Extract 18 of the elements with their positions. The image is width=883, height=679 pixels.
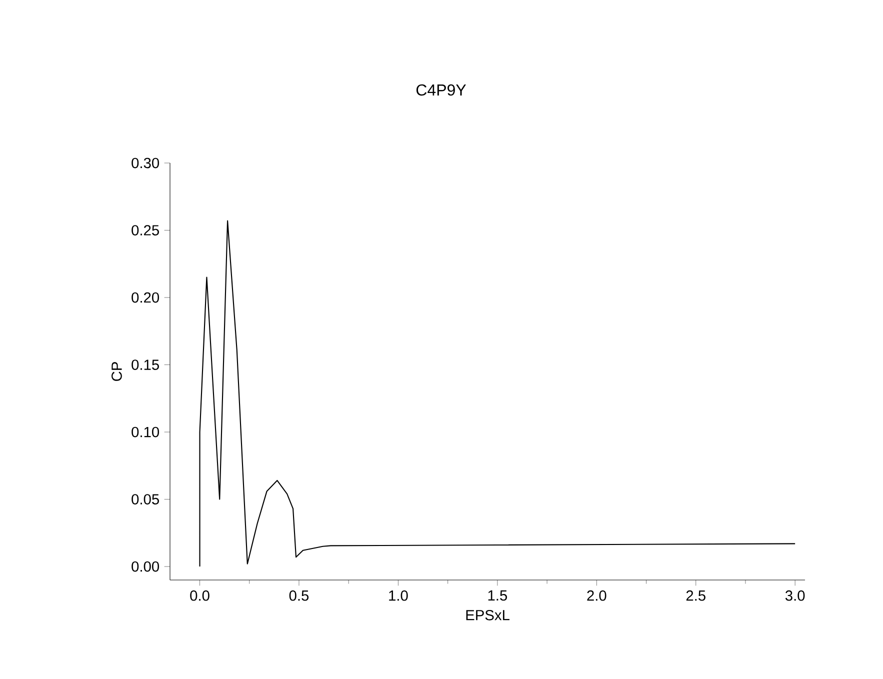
x-tick-label: 0.5 [289, 590, 309, 601]
y-tick-label: 0.10 [132, 426, 160, 438]
y-axis-title: CP [112, 362, 122, 381]
y-tick-label: 0.30 [132, 158, 160, 168]
y-tick-label: 0.25 [132, 225, 159, 236]
x-tick-label: 0.0 [190, 590, 210, 601]
y-tick-label: 0.00 [132, 561, 160, 572]
chart-title: C4P9Y [416, 84, 466, 96]
x-tick-label: 1.5 [488, 590, 507, 601]
x-tick-label: 3.0 [785, 590, 805, 601]
x-tick-label: 2.5 [686, 590, 706, 601]
y-tick-label: 0.05 [132, 494, 159, 504]
x-axis-title: EPSxL [466, 610, 510, 620]
x-tick-label: 1.0 [389, 590, 408, 601]
x-tick-label: 2.0 [587, 590, 606, 601]
line-series [199, 220, 796, 568]
y-tick-label: 0.15 [132, 360, 159, 370]
y-tick-label: 0.20 [132, 292, 160, 303]
